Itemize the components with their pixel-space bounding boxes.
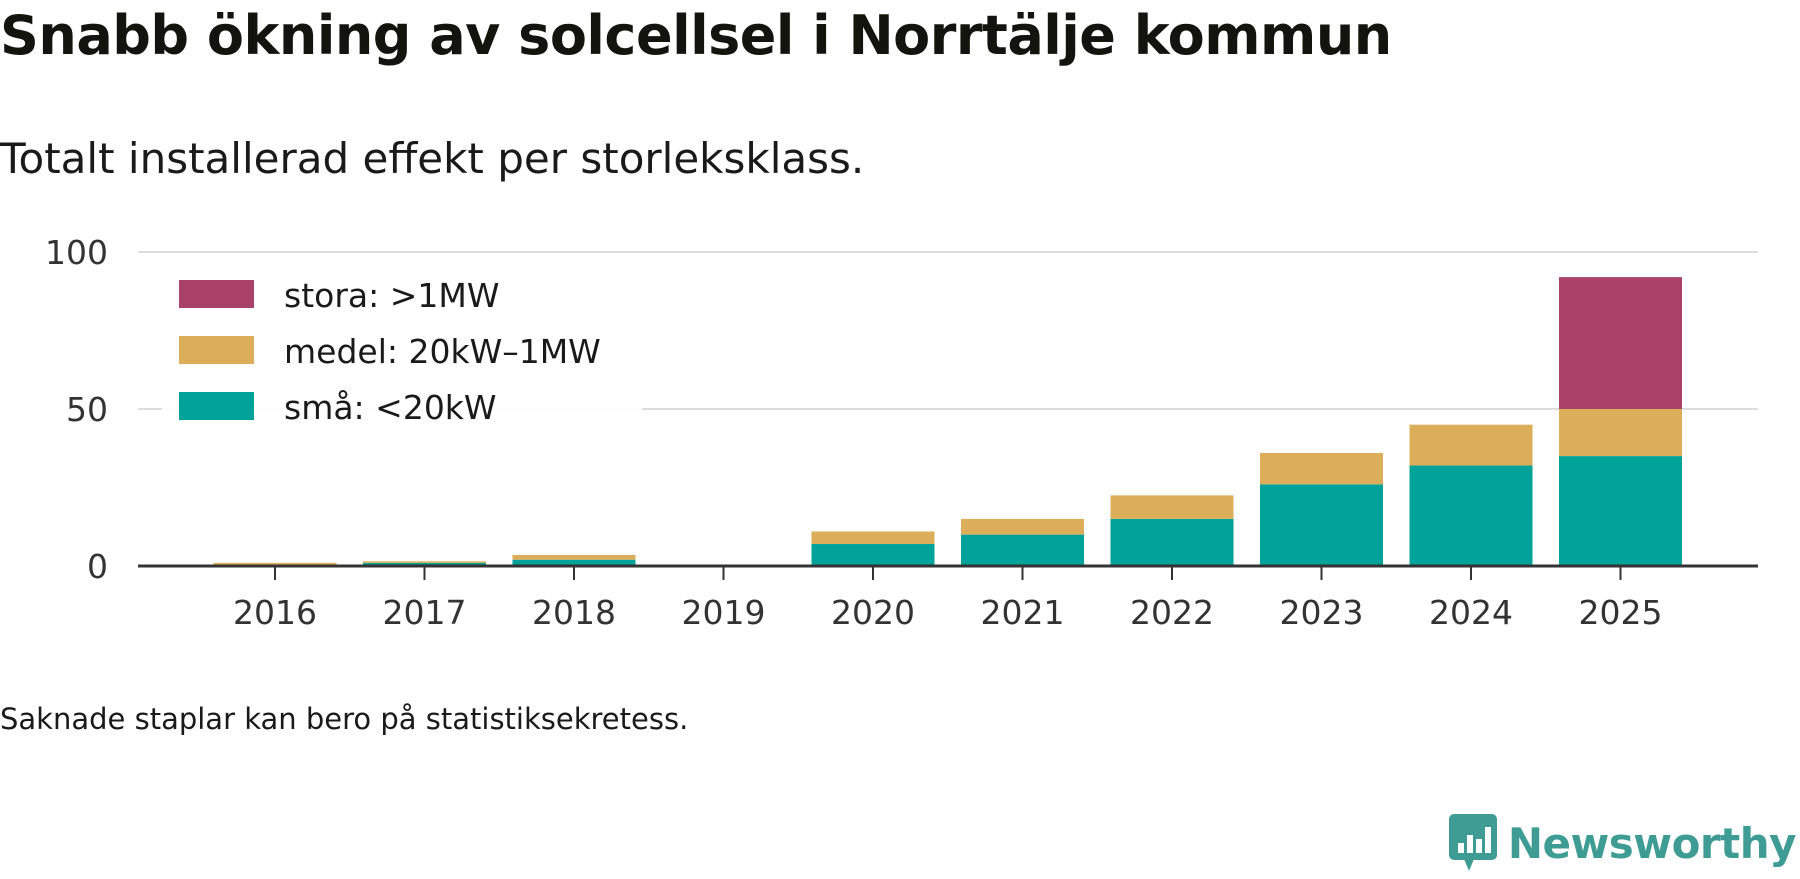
x-tick-label-2020: 2020 [831, 593, 915, 630]
bar-2017-series-1 [363, 561, 486, 563]
bar-2022-series-1 [1110, 495, 1234, 519]
x-tick-label-2023: 2023 [1280, 593, 1364, 630]
bar-2020-series-0 [811, 544, 935, 566]
y-tick-label-50: 50 [66, 390, 108, 429]
chart-subtitle: Totalt installerad effekt per storlekskl… [0, 134, 865, 183]
bar-2021-series-0 [961, 534, 1084, 566]
bar-2016-series-1 [213, 562, 337, 565]
x-tick-label-2021: 2021 [981, 593, 1065, 630]
chart-title: Snabb ökning av solcellsel i Norrtälje k… [0, 4, 1392, 67]
x-tick-label-2018: 2018 [532, 593, 616, 630]
bar-series [213, 277, 1682, 566]
bar-2025-series-2 [1559, 277, 1682, 409]
bar-2018-series-0 [512, 559, 636, 566]
legend-label-1: medel: 20kW–1MW [284, 332, 601, 371]
bar-2025-series-0 [1559, 456, 1682, 566]
newsworthy-logo-icon [1448, 814, 1497, 871]
brand-logo: Newsworthy [1448, 813, 1797, 873]
bar-2025-series-1 [1559, 409, 1682, 457]
footnote: Saknade staplar kan bero på statistiksek… [0, 702, 689, 736]
x-tick-label-2022: 2022 [1130, 593, 1214, 630]
bar-2023-series-0 [1260, 484, 1383, 566]
brand-name: Newsworthy [1507, 818, 1797, 868]
bar-2017-series-0 [363, 562, 486, 566]
legend-label-0: stora: >1MW [284, 276, 499, 315]
legend-label-2: små: <20kW [284, 388, 497, 427]
bar-2024-series-1 [1409, 424, 1533, 466]
x-axis: 2016 2017 2018 2019 2020 2021 2022 2023 2024 2025 [138, 564, 1758, 630]
x-tick-label-2016: 2016 [233, 593, 317, 630]
bar-2024-series-0 [1409, 465, 1533, 566]
legend: stora: >1MW medel: 20kW–1MW små: <20kW [162, 262, 642, 438]
y-tick-label-0: 0 [87, 547, 108, 586]
legend-swatch-0 [179, 280, 254, 308]
x-tick-label-2017: 2017 [383, 593, 467, 630]
bar-2020-series-1 [811, 531, 935, 545]
x-tick-label-2019: 2019 [682, 593, 766, 630]
legend-swatch-2 [179, 392, 254, 420]
x-tick-label-2024: 2024 [1429, 593, 1513, 630]
legend-swatch-1 [179, 336, 254, 364]
bar-2023-series-1 [1260, 452, 1383, 485]
bar-2021-series-1 [961, 518, 1084, 535]
bar-2022-series-0 [1110, 518, 1234, 566]
x-tick-label-2025: 2025 [1579, 593, 1663, 630]
bar-2018-series-1 [512, 555, 636, 560]
y-tick-label-100: 100 [45, 233, 108, 272]
